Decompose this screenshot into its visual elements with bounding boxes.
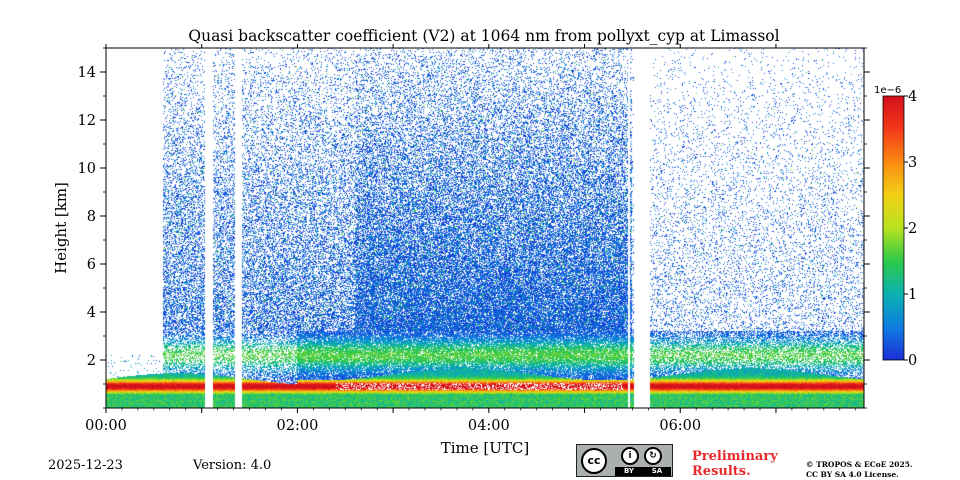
share-alike-icon: ↻ bbox=[644, 447, 662, 465]
x-axis-label: Time [UTC] bbox=[441, 439, 530, 457]
y-tick-label: 10 bbox=[78, 161, 96, 177]
attribution-icon: i bbox=[621, 447, 639, 465]
sa-label: SA bbox=[651, 467, 663, 475]
x-axis-ticks: 00:00 02:00 04:00 06:00 bbox=[85, 44, 857, 434]
y-axis-label: Height [km] bbox=[52, 182, 70, 274]
preliminary-line-2: Results. bbox=[692, 464, 751, 479]
colorbar-tick-label: 2 bbox=[908, 221, 917, 237]
y-tick-label: 2 bbox=[87, 353, 96, 369]
y-tick-label: 8 bbox=[87, 209, 96, 225]
colorbar-tick-label: 1 bbox=[908, 287, 917, 303]
x-tick-label: 02:00 bbox=[277, 418, 319, 434]
footer-version: Version: 4.0 bbox=[193, 458, 272, 473]
colorbar-tick-label: 3 bbox=[908, 155, 917, 171]
preliminary-notice: Preliminary Results. bbox=[692, 449, 778, 479]
license-line-1: © TROPOS & ECoE 2025. bbox=[806, 460, 913, 469]
backscatter-heatmap bbox=[106, 48, 864, 408]
x-tick-label: 00:00 bbox=[85, 418, 127, 434]
license-line-2: CC BY SA 4.0 License. bbox=[806, 470, 899, 479]
colorbar-offset-label: 1e−6 bbox=[874, 85, 901, 96]
colorbar-tick-label: 0 bbox=[908, 353, 917, 369]
footer-date: 2025-12-23 bbox=[48, 458, 123, 473]
x-tick-label: 04:00 bbox=[468, 418, 510, 434]
colorbar-ticks: 0 1 2 3 4 bbox=[904, 89, 917, 369]
colorbar-gradient bbox=[882, 95, 905, 361]
cc-icon: cc bbox=[581, 448, 607, 474]
license-text: © TROPOS & ECoE 2025. CC BY SA 4.0 Licen… bbox=[806, 460, 913, 480]
chart-title: Quasi backscatter coefficient (V2) at 10… bbox=[188, 27, 779, 45]
colorbar-tick-label: 4 bbox=[908, 89, 917, 105]
preliminary-line-1: Preliminary bbox=[692, 449, 778, 464]
plot-area: 00:00 02:00 04:00 06:00 2 4 6 8 10 12 14 bbox=[78, 44, 870, 434]
y-axis-ticks: 2 4 6 8 10 12 14 bbox=[78, 47, 870, 409]
cc-license-badge[interactable]: cc i ↻ BY SA bbox=[576, 444, 673, 477]
colorbar: 1e−6 0 1 2 3 4 bbox=[874, 85, 917, 369]
y-tick-label: 4 bbox=[87, 305, 96, 321]
x-tick-label: 06:00 bbox=[659, 418, 701, 434]
by-sa-strip: BY SA bbox=[615, 467, 671, 476]
by-label: BY bbox=[623, 467, 635, 475]
y-tick-label: 6 bbox=[87, 257, 96, 273]
y-tick-label: 14 bbox=[78, 65, 96, 81]
y-tick-label: 12 bbox=[78, 113, 96, 129]
